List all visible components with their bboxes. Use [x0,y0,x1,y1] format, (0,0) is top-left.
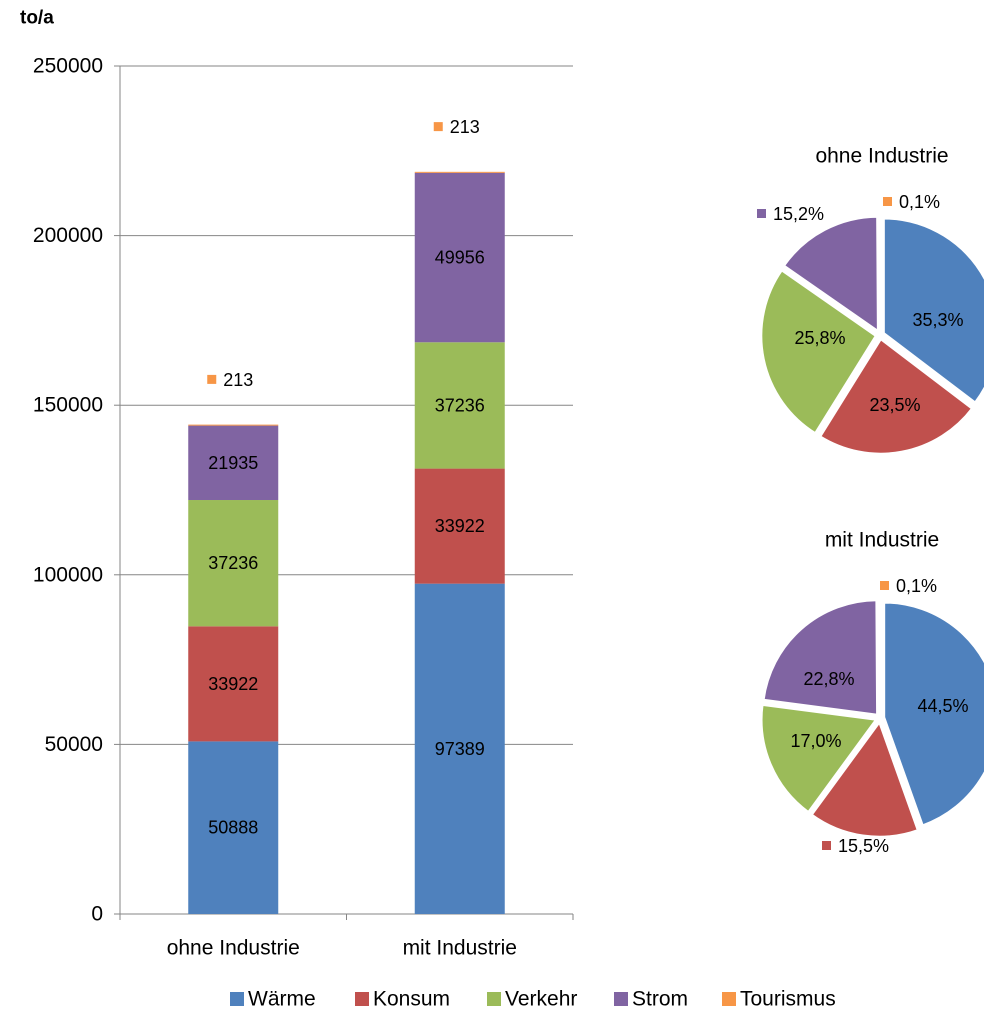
bar-segment-waerme [414,583,505,914]
legend-swatch-konsum [355,992,369,1006]
tourismus-label-key [207,374,217,384]
bar-segment-verkehr [188,500,279,627]
y-tick-label: 200000 [33,224,103,247]
pie-data-label: 25,8% [794,328,845,348]
data-label: 50888 [208,818,258,838]
pie-data-label: 23,5% [869,395,920,415]
x-tick-label: mit Industrie [403,937,517,960]
pie-slice-strom [782,215,880,334]
data-label: 33922 [208,674,258,694]
y-axis-label: to/a [20,8,54,29]
pie-label-key [883,197,892,206]
y-tick-label: 50000 [45,733,103,756]
pie-data-label: 22,8% [803,669,854,689]
pie-slice-verkehr [759,268,878,436]
pie-chart-mit-industrie: mit Industrie 44,5% 15,5% 17,0% 22,8% 0,1% [760,529,984,856]
pie-data-label: 44,5% [917,696,968,716]
bar-segment-verkehr [414,342,505,469]
pie-label-key [880,581,889,590]
pie-data-label: 0,1% [896,576,937,596]
pie-label-key [757,209,766,218]
legend-label: Konsum [373,988,450,1011]
bar-segment-strom [414,172,505,343]
data-label: 213 [450,117,480,137]
pie-slice-tourismus [878,214,882,332]
pie-chart-ohne-industrie: ohne Industrie 35,3% 23,5% 25,8% 15,2% 0,1% [757,145,984,456]
pie-slice-verkehr [760,703,879,815]
legend-swatch-strom [614,992,628,1006]
pie-data-label: 17,0% [790,731,841,751]
bar-segment-tourismus [414,171,505,173]
data-label: 21935 [208,453,258,473]
legend-label: Wärme [248,988,316,1011]
x-tick-label: ohne Industrie [167,937,300,960]
pie-data-label: 15,5% [838,836,889,856]
pie-slice-waerme [882,601,984,828]
pie-data-label: 15,2% [773,204,824,224]
pie-title: mit Industrie [825,529,939,552]
bar-segment-strom [188,425,279,501]
pie-label-key [822,841,831,850]
data-label: 49956 [435,248,485,268]
legend-label: Verkehr [505,988,577,1011]
tourismus-label-key [433,122,443,132]
data-label: 97389 [435,739,485,759]
legend-label: Tourismus [740,988,836,1011]
bar-segment-konsum [188,626,279,742]
pie-slice-waerme [882,216,984,405]
legend-swatch-waerme [230,992,244,1006]
data-label: 33922 [435,516,485,536]
y-tick-label: 150000 [33,394,103,417]
pie-slice-strom [761,598,879,717]
data-label: 37236 [208,553,258,573]
legend-label: Strom [632,988,688,1011]
legend-swatch-verkehr [487,992,501,1006]
pie-data-label: 0,1% [899,192,940,212]
pie-data-label: 35,3% [912,310,963,330]
pie-slice-konsum [818,337,975,456]
bar-segment-tourismus [188,424,279,426]
y-tick-label: 100000 [33,563,103,586]
bar-segment-konsum [414,468,505,584]
pie-title: ohne Industrie [815,145,948,168]
chart-legend: Wärme Konsum Verkehr Strom Tourismus [230,988,836,1011]
data-label: 213 [223,370,253,390]
pie-slice-tourismus [878,597,882,715]
stacked-bar-chart: 0 50000 100000 150000 200000 250000 to/a ohne I… [20,8,574,960]
y-tick-label: 0 [91,903,103,926]
bar-segment-waerme [188,741,279,914]
legend-swatch-tourismus [722,992,736,1006]
data-label: 37236 [435,395,485,415]
y-tick-label: 250000 [33,55,103,78]
pie-slice-konsum [809,719,920,839]
